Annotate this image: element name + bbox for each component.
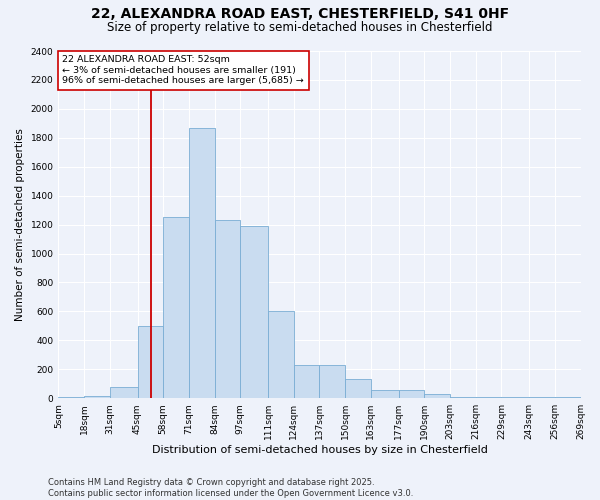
Bar bbox=[319, 365, 345, 398]
Bar bbox=[294, 365, 319, 398]
Bar bbox=[345, 380, 371, 398]
Bar bbox=[58, 397, 84, 398]
Bar bbox=[215, 220, 241, 398]
Bar bbox=[268, 312, 294, 398]
Text: 22, ALEXANDRA ROAD EAST, CHESTERFIELD, S41 0HF: 22, ALEXANDRA ROAD EAST, CHESTERFIELD, S… bbox=[91, 8, 509, 22]
Bar bbox=[84, 396, 110, 398]
Bar bbox=[137, 326, 163, 398]
X-axis label: Distribution of semi-detached houses by size in Chesterfield: Distribution of semi-detached houses by … bbox=[152, 445, 487, 455]
Bar bbox=[110, 386, 137, 398]
Bar bbox=[450, 397, 476, 398]
Bar bbox=[424, 394, 450, 398]
Y-axis label: Number of semi-detached properties: Number of semi-detached properties bbox=[15, 128, 25, 321]
Bar bbox=[241, 226, 268, 398]
Bar bbox=[371, 390, 398, 398]
Text: Contains HM Land Registry data © Crown copyright and database right 2025.
Contai: Contains HM Land Registry data © Crown c… bbox=[48, 478, 413, 498]
Bar bbox=[189, 128, 215, 398]
Bar bbox=[476, 397, 502, 398]
Text: Size of property relative to semi-detached houses in Chesterfield: Size of property relative to semi-detach… bbox=[107, 21, 493, 34]
Text: 22 ALEXANDRA ROAD EAST: 52sqm
← 3% of semi-detached houses are smaller (191)
96%: 22 ALEXANDRA ROAD EAST: 52sqm ← 3% of se… bbox=[62, 56, 304, 85]
Bar bbox=[163, 218, 189, 398]
Bar bbox=[398, 390, 424, 398]
